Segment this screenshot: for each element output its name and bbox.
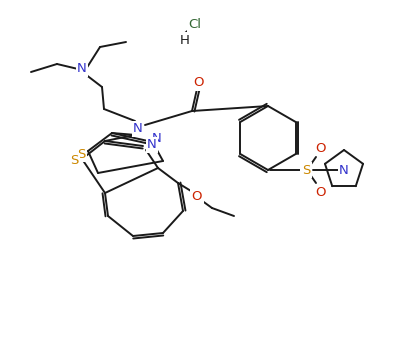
Text: S: S xyxy=(77,147,85,160)
Text: Cl: Cl xyxy=(188,19,201,32)
Text: O: O xyxy=(315,141,325,154)
Text: N: N xyxy=(152,132,162,146)
Text: N: N xyxy=(133,122,143,135)
Text: S: S xyxy=(302,164,310,177)
Text: N: N xyxy=(339,164,349,177)
Text: O: O xyxy=(192,190,202,203)
Text: O: O xyxy=(315,185,325,199)
Text: N: N xyxy=(147,139,157,152)
Text: O: O xyxy=(193,77,203,90)
Text: H: H xyxy=(180,33,190,46)
Text: S: S xyxy=(70,154,78,167)
Text: N: N xyxy=(77,62,87,75)
